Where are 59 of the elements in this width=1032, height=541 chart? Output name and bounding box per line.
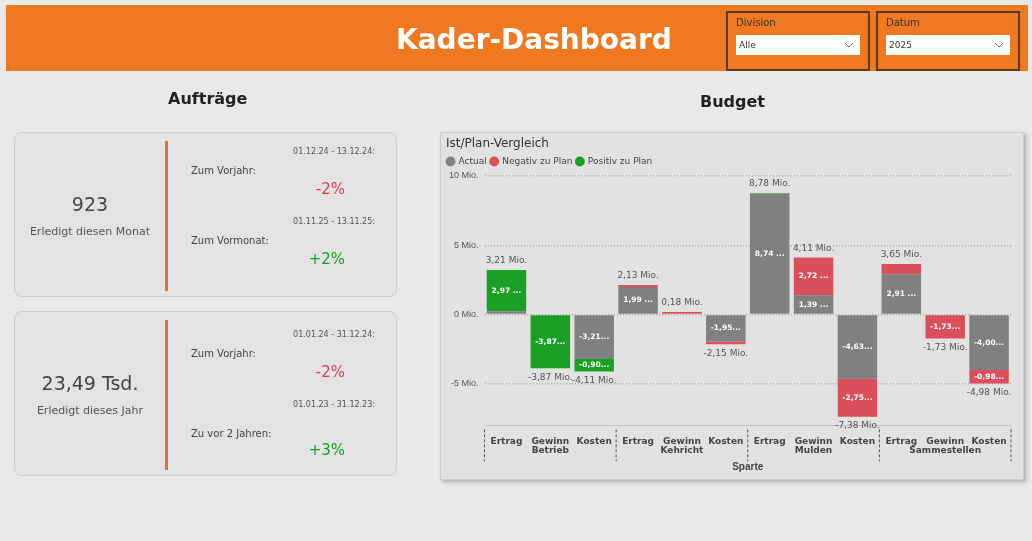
y-tick-label: 10 Mio. [449, 170, 479, 181]
text: +2% [307, 250, 345, 268]
x-axis-title: Sparte [732, 460, 764, 472]
x-tick-label: Gewinn [663, 436, 701, 447]
text: Erledigt dieses Jahr [35, 404, 145, 417]
text: 01.12.24 - 13.12.24: [292, 147, 375, 156]
y-tick-label: -5 Mio. [451, 378, 479, 389]
x-tick-label: Kosten [708, 436, 744, 447]
text: 01.11.25 - 13.11.25: [292, 217, 375, 226]
x-tick-label: Ertrag [622, 436, 654, 447]
chart-subtitle: Ist/Plan-Vergleich [446, 136, 549, 150]
text: Alle [736, 35, 860, 55]
text: Zum Vorjahr: [191, 348, 256, 359]
text: Betrieb [531, 444, 570, 455]
text: Erledigt diesen Monat [28, 225, 152, 238]
text: 01.01.23 - 31.12.23: [292, 400, 375, 409]
total-label: -4,11 Mio. [571, 374, 617, 385]
text: Mulden [794, 444, 833, 455]
text: Kader-Dashboard [396, 23, 672, 56]
text: 01.01.24 - 31.12.24: [292, 330, 375, 339]
total-label: 2,13 Mio. [617, 270, 659, 281]
legend-label: Positiv zu Plan [587, 155, 653, 166]
text: Datum [886, 17, 920, 28]
x-tick-label: Gewinn [926, 436, 965, 447]
text: Division [736, 17, 776, 28]
x-tick-label: Ertrag [753, 436, 786, 447]
text: Zu vor 2 Jahren: [191, 428, 272, 439]
text: 23,49 Tsd. [40, 372, 140, 394]
text: 923 [70, 193, 110, 215]
text: -2% [314, 180, 345, 198]
chart-title: Budget [700, 92, 765, 111]
text: +3% [307, 441, 345, 459]
text: 2025 [886, 35, 1010, 55]
text: Aufträge [168, 89, 248, 108]
text: -2% [314, 363, 345, 381]
total-label: 3,21 Mio. [485, 255, 528, 266]
total-label: 0,18 Mio. [661, 297, 703, 308]
x-tick-label: Kosten [971, 436, 1007, 447]
x-tick-label: Kosten [839, 436, 876, 447]
text: Zum Vormonat: [191, 235, 269, 246]
x-tick-label: Ertrag [490, 436, 523, 447]
x-tick-label: Gewinn [531, 436, 570, 447]
total-label: -1,73 Mio. [922, 341, 968, 352]
total-label: -4,98 Mio. [966, 386, 1012, 397]
total-label: 4,11 Mio. [792, 242, 835, 253]
y-tick-label: 0 Mio. [454, 309, 479, 320]
y-tick-label: 5 Mio. [454, 239, 479, 250]
total-label: -2,15 Mio. [703, 347, 749, 358]
legend-label: Negativ zu Plan [502, 155, 573, 166]
total-label: -7,38 Mio. [835, 420, 880, 431]
total-label: 3,65 Mio. [880, 249, 922, 260]
total-label: -3,87 Mio. [528, 371, 573, 382]
x-tick-label: Kosten [576, 436, 612, 447]
text: Zum Vorjahr: [191, 165, 256, 176]
legend-label: Actual [458, 155, 487, 166]
total-label: 8,78 Mio. [749, 178, 791, 189]
x-tick-label: Ertrag [885, 436, 918, 447]
text: Kehricht [660, 444, 705, 455]
x-tick-label: Gewinn [794, 436, 833, 447]
